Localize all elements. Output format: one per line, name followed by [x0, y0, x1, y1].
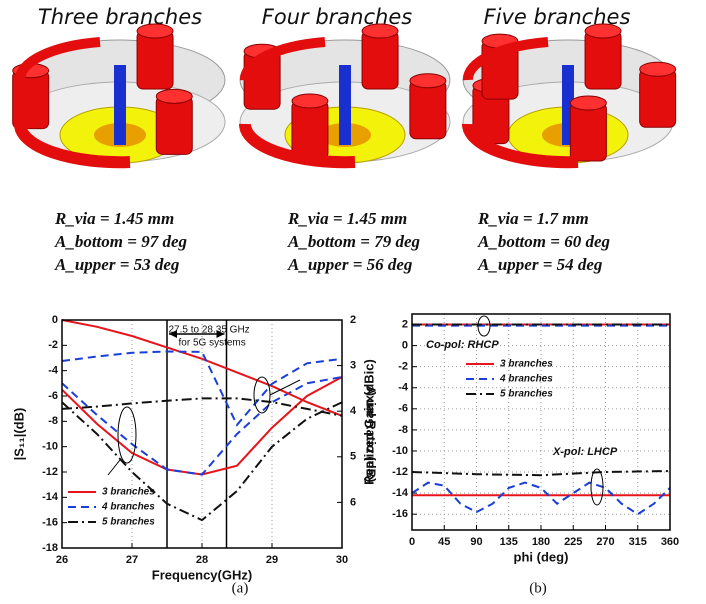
caption: (a) [232, 580, 249, 596]
branch-top [570, 96, 606, 110]
x-tick-label: 30 [336, 554, 348, 566]
legend-label: 3 branches [102, 487, 155, 498]
y2-tick-label: 2 [350, 314, 356, 326]
antenna-panels: Three branches R_via = 1.45 mm A_bottom = … [13, 5, 676, 274]
x-tick-label: 90 [470, 536, 482, 548]
x-tick-label: 315 [629, 536, 647, 548]
branch-top [640, 62, 676, 76]
y-tick-label: -6 [48, 390, 58, 402]
y-tick-label: 2 [402, 318, 408, 330]
y-tick-label: -10 [42, 441, 58, 453]
parameter: A_bottom = 60 deg [477, 232, 610, 251]
y-tick-label: -18 [42, 542, 58, 554]
legend-label: 4 branches [499, 374, 553, 385]
y-tick-label: 0 [52, 314, 58, 326]
annotation: Co-pol: RHCP [426, 339, 499, 351]
y-tick-label: -10 [392, 445, 408, 457]
y-tick-label: -8 [48, 415, 58, 427]
x-axis-label: phi (deg) [514, 549, 569, 564]
caption: (b) [529, 580, 547, 596]
parameter: A_upper = 53 deg [54, 255, 180, 274]
branch-top [362, 24, 398, 38]
branch [410, 81, 446, 139]
y2-tick-label: 4 [350, 405, 357, 417]
parameter: A_upper = 54 deg [477, 255, 603, 274]
branch [156, 96, 192, 154]
branch-top [137, 24, 173, 38]
parameter: A_upper = 56 deg [287, 255, 413, 274]
annotation: for 5G systems [179, 338, 246, 349]
x-tick-label: 270 [596, 536, 614, 548]
y-tick-label: -16 [42, 517, 58, 529]
chart: 0 45 90 135 180 225 270 315 360 -16 -14 -12 -10 -8 -6 -… [361, 314, 679, 564]
legend-label: 4 branches [101, 502, 155, 513]
parameter: R_via = 1.45 mm [287, 209, 407, 228]
x-tick-label: 27 [126, 554, 138, 566]
x-tick-label: 180 [532, 536, 550, 548]
via [114, 65, 126, 145]
annotation: 27.5 to 28.35 GHz [169, 325, 250, 336]
panel: Four branchesR_via = 1.45 mmA_bottom = 7… [240, 5, 450, 274]
y2-tick-label: 3 [350, 360, 356, 372]
y2-tick-label: 6 [350, 496, 356, 508]
panel-title: Three branches [38, 5, 202, 29]
y-tick-label: -14 [392, 487, 409, 499]
y-tick-label: -16 [392, 508, 408, 520]
branch [570, 103, 606, 161]
y2-tick-label: 5 [350, 451, 356, 463]
x-tick-label: 45 [438, 536, 450, 548]
x-tick-label: 28 [196, 554, 208, 566]
y-tick-label: -4 [48, 365, 59, 377]
via [339, 65, 351, 145]
y-tick-label: -14 [42, 491, 59, 503]
parameter: R_via = 1.45 mm [54, 209, 174, 228]
branch-top [156, 89, 192, 103]
legend-label: 5 branches [102, 517, 155, 528]
y-tick-label: -12 [392, 466, 408, 478]
figure: Three branches R_via = 1.45 mm A_bottom = … [0, 0, 706, 604]
parameter: R_via = 1.7 mm [477, 209, 589, 228]
y-tick-label: -2 [398, 361, 408, 373]
parameter: A_bottom = 79 deg [287, 232, 420, 251]
x-tick-label: 225 [564, 536, 582, 548]
y-tick-label: -12 [42, 466, 58, 478]
branch [585, 31, 621, 89]
x-tick-label: 0 [409, 536, 415, 548]
plot-area [62, 320, 342, 548]
x-tick-label: 29 [266, 554, 278, 566]
y-tick-label: -4 [398, 382, 409, 394]
y-tick-label: 0 [402, 340, 408, 352]
x-tick-label: 26 [56, 554, 68, 566]
legend-label: 5 branches [500, 389, 553, 400]
branch-top [410, 74, 446, 88]
y-tick-label: -2 [48, 339, 58, 351]
x-tick-label: 360 [661, 536, 679, 548]
legend-label: 3 branches [500, 359, 553, 370]
chart: 26 27 28 29 30 -18 -16 -14 -12 -10 -8 -6 -4 -2 0 2 3 4 5 6 3… [11, 314, 378, 583]
annotation: X-pol: LHCP [552, 446, 618, 458]
x-tick-label: 135 [500, 536, 518, 548]
branch-top [585, 24, 621, 38]
branch [292, 101, 328, 159]
y-tick-label: -8 [398, 424, 408, 436]
y-axis-label: |S₁₁|(dB) [11, 408, 26, 461]
parameter: A_bottom = 97 deg [54, 232, 187, 251]
panel: Three branches R_via = 1.45 mm A_bottom = … [13, 5, 225, 274]
branch-top [292, 94, 328, 108]
branch [362, 31, 398, 89]
y-axis-label: Realized Gain (dBic) [361, 359, 376, 485]
branch [640, 69, 676, 127]
branch [137, 31, 173, 89]
y-tick-label: -6 [398, 403, 408, 415]
